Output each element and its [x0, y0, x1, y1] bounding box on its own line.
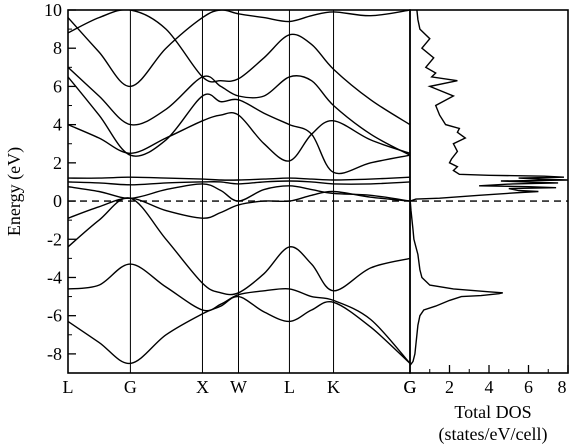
symmetry-lines — [129, 10, 335, 373]
k-label-l: L — [284, 377, 295, 397]
band-lines — [68, 10, 410, 365]
band-3 — [68, 197, 410, 296]
band-8 — [68, 112, 410, 162]
band-7 — [68, 176, 410, 181]
band-5 — [68, 183, 410, 202]
energy-tick-label: 10 — [44, 0, 62, 20]
band-2 — [68, 263, 410, 364]
energy-tick-label: 8 — [53, 38, 62, 58]
dos-x-axis-label: Total DOS — [454, 402, 531, 422]
dos-tick-label: 2 — [445, 377, 454, 397]
band-11 — [68, 10, 410, 126]
energy-tick-label: -2 — [47, 229, 62, 249]
dos-panel: 2 4 6 8 G Total DOS (states/eV/cell) — [404, 9, 569, 445]
dos-x-axis-units: (states/eV/cell) — [439, 424, 548, 445]
band-6 — [68, 180, 410, 186]
k-label-w: W — [230, 377, 247, 397]
band-12 — [68, 10, 410, 88]
band-structure-panel: -8 -6 -4 -2 0 2 4 6 8 10 L G X W L K G Energy (eV) — [4, 0, 417, 397]
energy-tick-label: 4 — [53, 115, 62, 135]
dos-curve — [410, 10, 568, 366]
energy-tick-label: -4 — [47, 267, 62, 287]
dos-tick-label: 6 — [524, 377, 533, 397]
energy-ticks: -8 -6 -4 -2 0 2 4 6 8 10 — [44, 0, 76, 374]
dos-origin-label: G — [404, 377, 417, 397]
dos-ticks: 2 4 6 8 — [429, 365, 569, 397]
energy-tick-label: 2 — [53, 153, 62, 173]
k-label-k: K — [327, 377, 340, 397]
k-label-l: L — [63, 377, 74, 397]
k-label-g: G — [404, 377, 417, 397]
dos-tick-label: 4 — [485, 377, 494, 397]
energy-tick-label: 6 — [53, 76, 62, 96]
dos-tick-label: 8 — [558, 377, 567, 397]
energy-tick-label: -8 — [47, 344, 62, 364]
energy-tick-label: 0 — [53, 191, 62, 211]
k-label-x: X — [196, 377, 209, 397]
dos-frame — [409, 9, 569, 374]
y-axis-label: Energy (eV) — [4, 147, 25, 236]
energy-tick-label: -6 — [47, 306, 62, 326]
band-4 — [68, 190, 410, 219]
band-1 — [68, 295, 410, 365]
k-label-g: G — [124, 377, 137, 397]
